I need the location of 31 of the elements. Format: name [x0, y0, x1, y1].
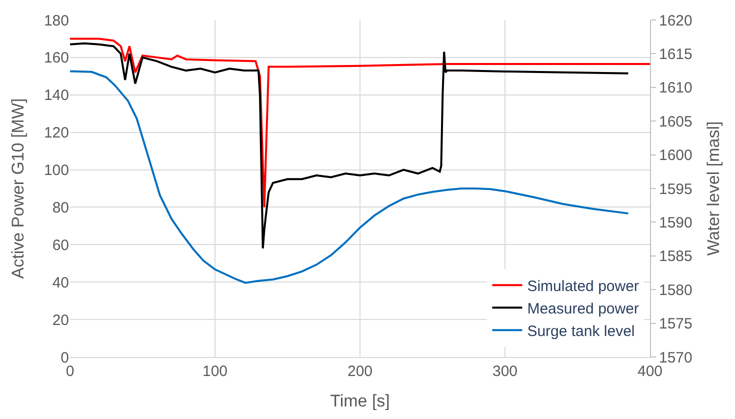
x-tick-label: 100 — [202, 363, 228, 380]
y2-tick-label: 1610 — [659, 80, 692, 97]
x-tick-label: 200 — [347, 363, 373, 380]
y2-tick-label: 1595 — [659, 180, 692, 198]
y-tick-label: 120 — [44, 124, 69, 142]
y2-tick-label: 1605 — [659, 113, 692, 130]
line-series — [70, 42, 630, 250]
y2-tick-label: 1615 — [659, 46, 692, 63]
x-tick-label: 300 — [492, 363, 518, 380]
y2-axis-title: Water level [masl] — [704, 121, 723, 256]
y-tick-label: 60 — [52, 236, 69, 254]
y-axis-title: Active Power G10 [MW] — [8, 98, 28, 279]
legend-label: Surge tank level — [527, 322, 635, 340]
y2-tick-label: 1585 — [659, 248, 692, 266]
y2-tick-label: 1590 — [659, 214, 692, 232]
y-tick-label: 140 — [44, 87, 69, 104]
y-tick-label: 160 — [44, 50, 69, 67]
legend-label: Measured power — [527, 300, 639, 318]
y-tick-label: 100 — [44, 162, 69, 180]
y2-tick-label: 1620 — [659, 12, 692, 30]
y-tick-label: 80 — [52, 199, 69, 216]
y-tick-label: 40 — [52, 274, 69, 292]
x-axis-title: Time [s] — [330, 391, 390, 410]
y2-tick-label: 1575 — [659, 316, 692, 333]
y2-tick-label: 1580 — [659, 282, 692, 299]
legend-label: Simulated power — [527, 278, 639, 295]
y-tick-label: 180 — [44, 12, 69, 30]
y-tick-label: 20 — [52, 312, 69, 329]
line-series — [70, 38, 650, 208]
y2-tick-label: 1600 — [659, 147, 692, 164]
y-tick-label: 0 — [60, 349, 69, 366]
